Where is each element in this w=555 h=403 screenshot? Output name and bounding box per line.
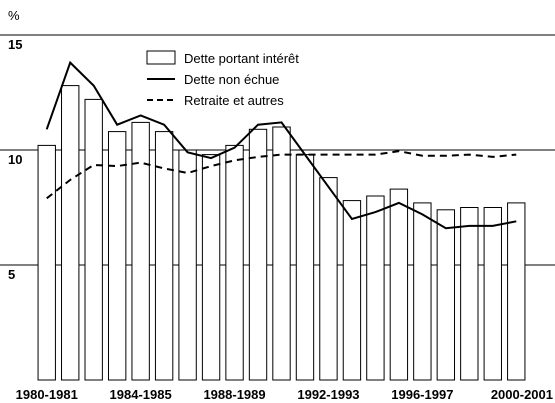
bar — [84, 98, 103, 381]
x-tick-label: 1992-1993 — [297, 387, 359, 402]
line — [46, 150, 517, 200]
bar — [272, 126, 291, 381]
bar — [413, 202, 432, 381]
y-tick-label: 5 — [8, 267, 15, 282]
bar — [295, 154, 315, 381]
bar — [507, 202, 526, 381]
bar — [201, 154, 221, 381]
legend-label: Retraite et autres — [184, 93, 284, 108]
bar — [107, 131, 127, 381]
bar — [37, 144, 56, 381]
legend-label: Dette portant intérêt — [184, 51, 299, 66]
x-tick-label: 1984-1985 — [110, 387, 172, 402]
x-tick-label: 1988-1989 — [203, 387, 265, 402]
bar — [154, 131, 174, 381]
bar — [436, 209, 456, 381]
bar — [319, 177, 338, 381]
y-tick-label: 15 — [8, 37, 22, 52]
y-tick-label: 10 — [8, 152, 22, 167]
bar — [178, 149, 197, 381]
y-axis-label: % — [8, 8, 20, 23]
bar — [483, 207, 502, 381]
bar — [366, 195, 385, 381]
x-tick-label: 1980-1981 — [16, 387, 78, 402]
bar — [248, 128, 268, 381]
bar — [460, 207, 479, 381]
x-tick-label: 2000-2001 — [491, 387, 553, 402]
legend-label: Dette non échue — [184, 72, 279, 87]
bar — [61, 85, 80, 381]
line — [45, 60, 517, 230]
bar — [131, 121, 150, 381]
legend-swatch — [146, 50, 176, 65]
bar — [342, 200, 362, 381]
x-tick-label: 1996-1997 — [391, 387, 453, 402]
bar — [389, 188, 409, 381]
bar — [225, 144, 244, 381]
